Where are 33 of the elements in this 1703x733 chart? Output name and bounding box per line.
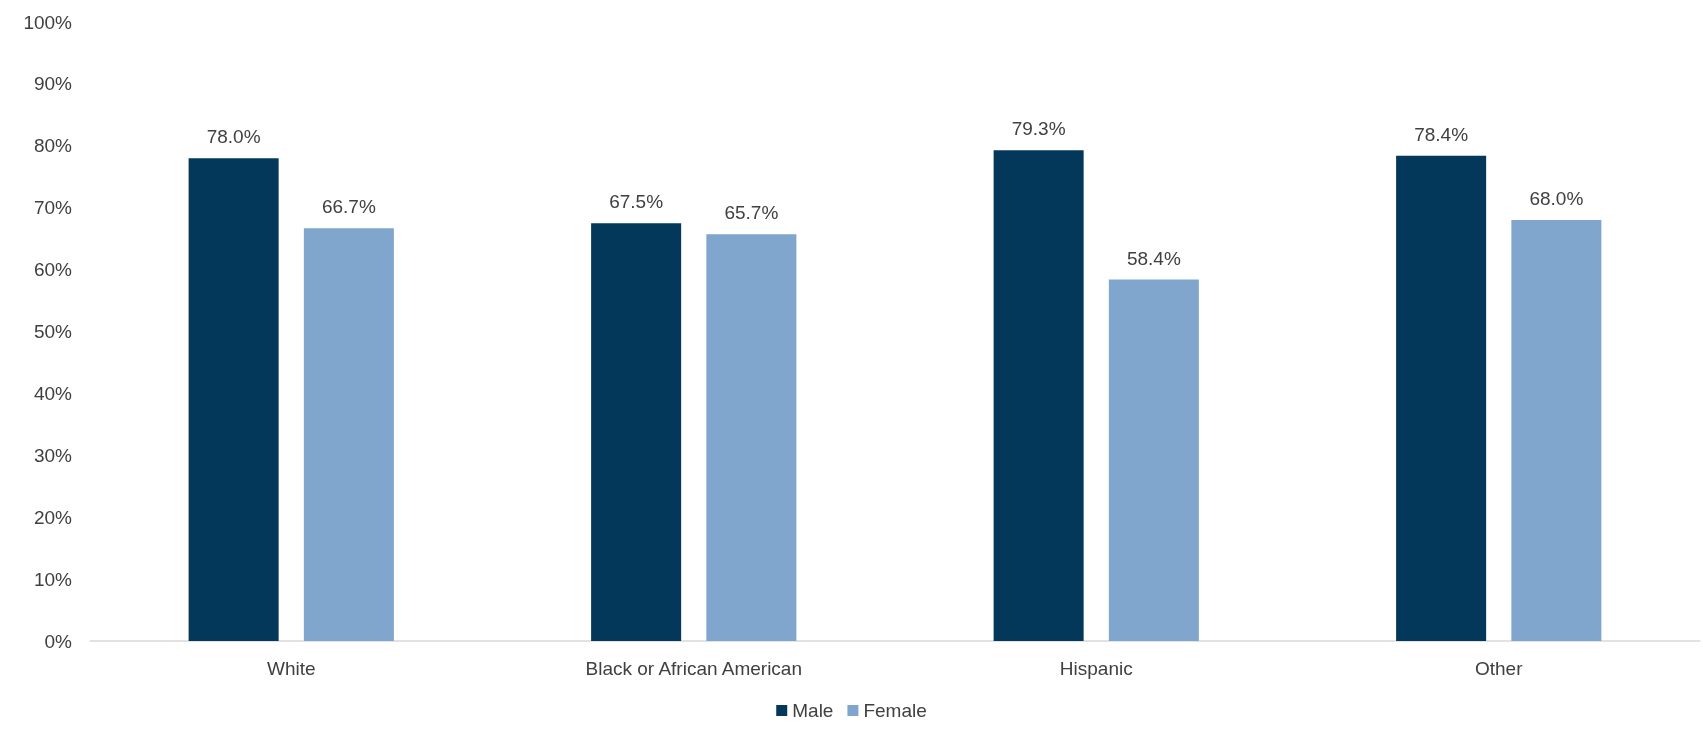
bar — [993, 150, 1084, 641]
bar — [591, 223, 682, 641]
bar — [706, 234, 797, 641]
data-label: 78.4% — [1414, 123, 1469, 145]
data-label: 67.5% — [609, 191, 664, 213]
bar — [1396, 155, 1487, 641]
data-label: 65.7% — [724, 202, 779, 224]
y-tick-label: 70% — [33, 197, 73, 219]
data-label: 66.7% — [321, 196, 376, 218]
bar — [1511, 220, 1602, 641]
y-tick-label: 60% — [33, 259, 73, 281]
y-tick-label: 90% — [33, 73, 73, 95]
y-tick-label: 100% — [23, 11, 73, 33]
y-tick-label: 80% — [33, 135, 73, 157]
data-label: 68.0% — [1529, 188, 1584, 210]
data-label: 58.4% — [1126, 247, 1181, 269]
x-tick-label: Other — [1474, 658, 1524, 679]
x-tick-label: White — [266, 658, 316, 679]
y-tick-label: 10% — [33, 568, 73, 590]
x-tick-label: Hispanic — [1059, 658, 1133, 679]
x-tick-label: Black or African American — [585, 658, 802, 679]
bar — [1108, 279, 1199, 641]
y-tick-label: 30% — [33, 444, 73, 466]
y-tick-label: 20% — [33, 506, 73, 528]
y-tick-label: 40% — [33, 382, 73, 404]
data-label: 78.0% — [206, 126, 261, 148]
y-tick-label: 50% — [33, 321, 73, 342]
y-tick-label: 0% — [44, 630, 73, 652]
bar — [188, 158, 279, 641]
legend-label: Female — [863, 700, 927, 721]
legend-label: Male — [792, 700, 834, 721]
data-label: 79.3% — [1011, 118, 1066, 140]
bar — [303, 228, 394, 641]
